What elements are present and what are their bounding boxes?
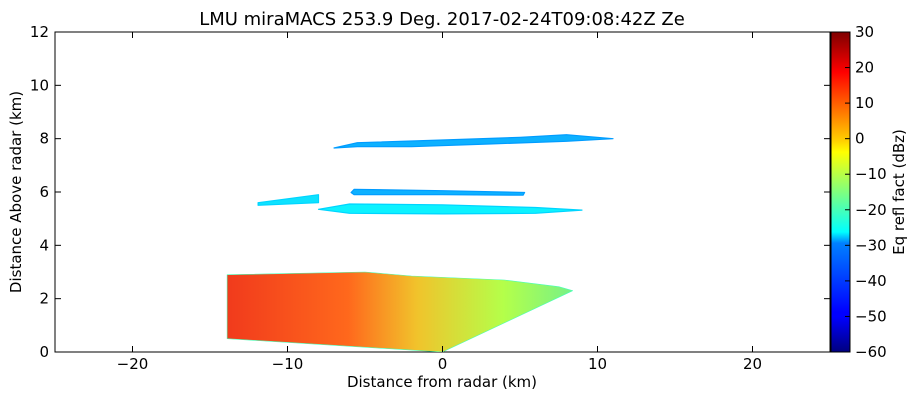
x-tick-label: 0 [438,355,448,373]
colorbar: 30 20 10 0 −10 −20 −30 −40 −50 −60 Eq refl fact (… [830,23,908,361]
colorbar-tick-label: −60 [855,343,887,361]
cloud-layer-7-9km [333,134,614,149]
y-tick-label: 8 [39,130,49,148]
x-tick-label: −10 [272,355,304,373]
y-axis-label: Distance Above radar (km) [7,91,25,293]
y-tick-label: 6 [39,183,49,201]
y-tick-label: 12 [30,23,49,41]
colorbar-tick-label: 30 [855,23,874,41]
colorbar-tick-label: 10 [855,94,874,112]
y-tick-label: 4 [39,236,49,254]
cloud-layer-5-9km [350,188,526,196]
colorbar-tick-label: −40 [855,272,887,290]
cloud-layer-5-3km [317,203,583,215]
chart-title: LMU miraMACS 253.9 Deg. 2017-02-24T09:08… [199,9,685,30]
x-tick-label: −20 [117,355,149,373]
colorbar-tick-label: −10 [855,165,887,183]
boundary-layer-echo [226,271,574,352]
y-tick-label: 0 [39,343,49,361]
colorbar-scale [830,31,851,353]
y-tick-label: 2 [39,290,49,308]
x-tick-label: 10 [588,355,607,373]
y-tick-label: 10 [30,76,49,94]
colorbar-tick-label: −20 [855,201,887,219]
colorbar-tick-label: −30 [855,236,887,254]
colorbar-label: Eq refl fact (dBz) [890,129,908,255]
plot-area: −20 −10 0 10 20 0 2 4 6 8 10 12 [30,23,831,373]
colorbar-tick-label: 20 [855,59,874,77]
colorbar-tick-label: −50 [855,307,887,325]
x-axis-label: Distance from radar (km) [347,373,537,391]
cloud-fragments-5-7km [257,194,320,206]
colorbar-tick-label: 0 [855,130,865,148]
x-tick-label: 20 [743,355,762,373]
